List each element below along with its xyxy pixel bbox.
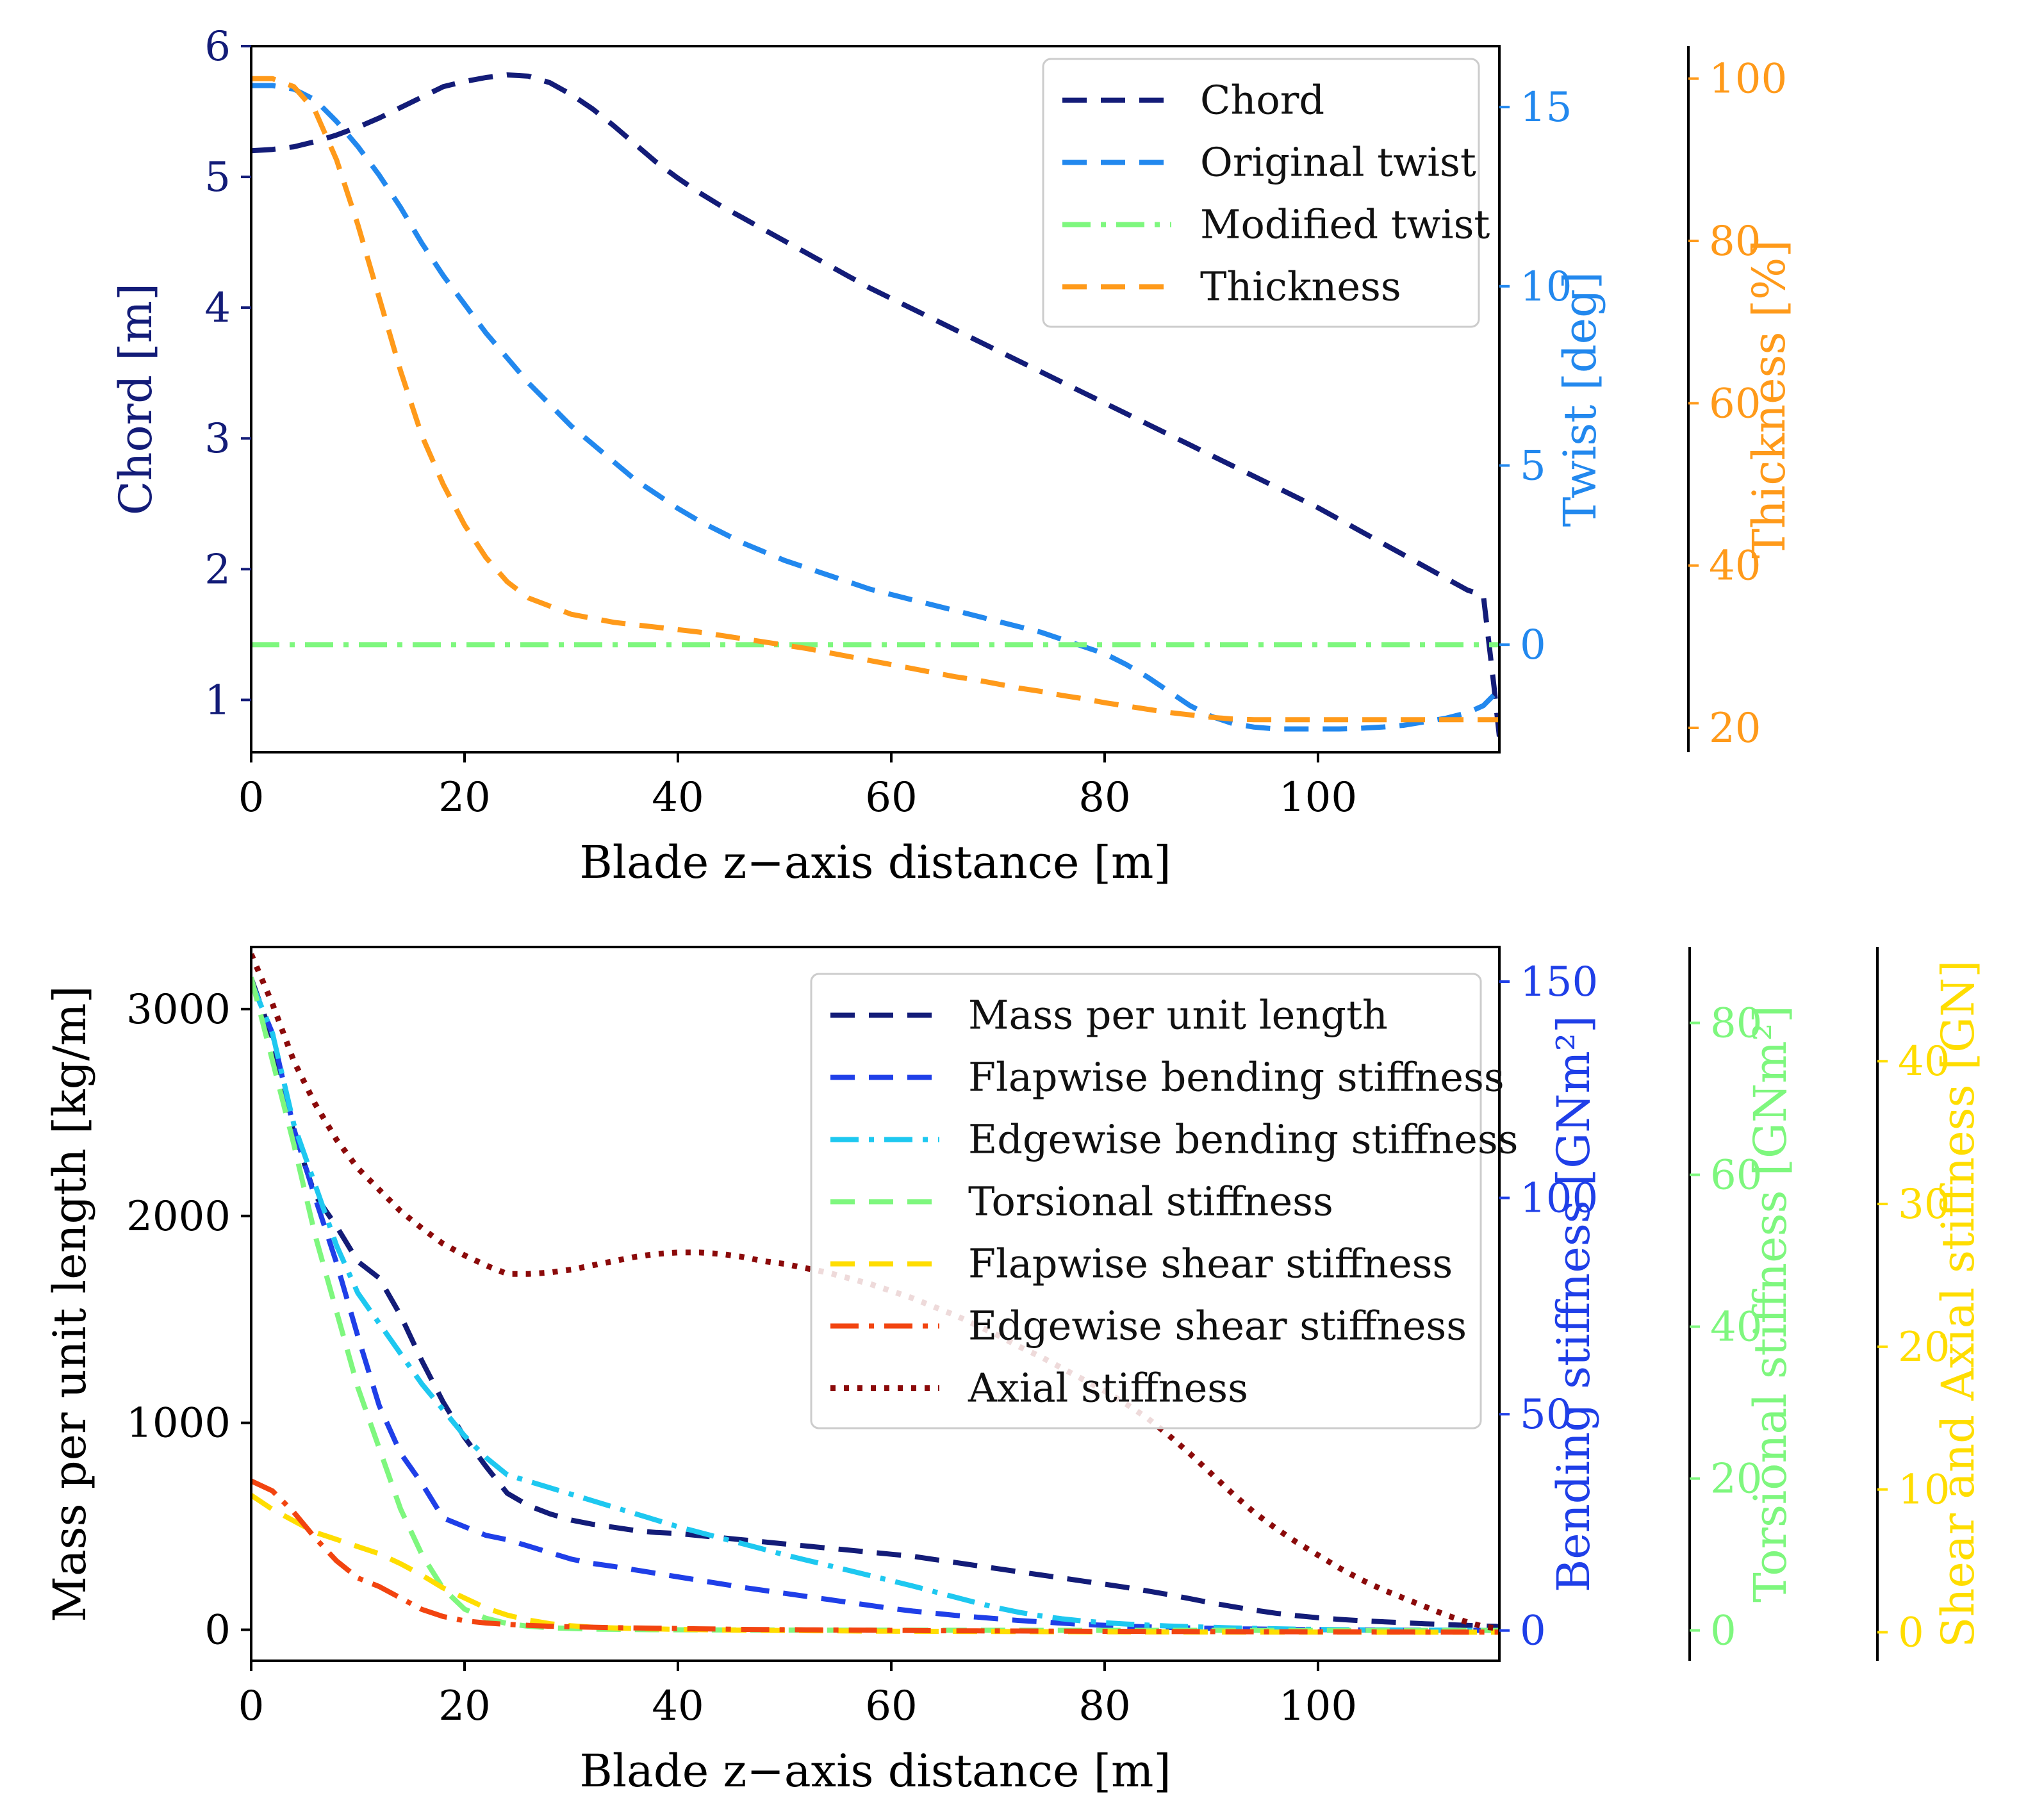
top-x-axis-label: Blade z−axis distance [m] bbox=[579, 836, 1171, 889]
bottom-legend-label-flapwise-shear-stiffness: Flapwise shear stiffness bbox=[968, 1240, 1453, 1287]
bottom-ytick-label-bend: 150 bbox=[1520, 959, 1598, 1006]
top-ytick-label-chord: 1 bbox=[204, 677, 231, 724]
bottom-ytick-label-tors: 40 bbox=[1710, 1304, 1762, 1351]
bottom-ytick-label-tors: 20 bbox=[1710, 1456, 1762, 1503]
bottom-legend-label-edgewise-bending-stiffness: Edgewise bending stiffness bbox=[968, 1116, 1518, 1163]
bottom-ytick-label-mass: 0 bbox=[204, 1607, 231, 1654]
bottom-series-flapwise-shear-stiffness bbox=[251, 1493, 1499, 1635]
bottom-ytick-label-bend: 50 bbox=[1520, 1391, 1572, 1438]
bottom-legend-label-torsional-stiffness: Torsional stiffness bbox=[968, 1178, 1333, 1225]
bottom-series-axial-stiffness bbox=[251, 953, 1499, 1633]
top-xtick-label: 80 bbox=[1078, 774, 1130, 821]
bottom-ytick-label-mass: 2000 bbox=[126, 1193, 231, 1240]
bottom-ytick-label-shear: 40 bbox=[1898, 1038, 1950, 1085]
top-xtick-label: 100 bbox=[1279, 774, 1357, 821]
top-ytick-label-thick: 40 bbox=[1709, 543, 1761, 590]
bottom-y-axis-label-tors: Torsional stiffness [GNm²] bbox=[1744, 1005, 1797, 1602]
top-plot-frame bbox=[250, 45, 1501, 754]
bottom-ytick-label-mass: 3000 bbox=[126, 986, 231, 1034]
bottom-legend-label-axial-stiffness: Axial stiffness bbox=[968, 1365, 1248, 1412]
bottom-xtick-label: 100 bbox=[1279, 1683, 1357, 1730]
bottom-xtick-label: 80 bbox=[1078, 1683, 1130, 1730]
top-ytick-label-twist: 0 bbox=[1520, 622, 1546, 669]
bottom-ytick-label-tors: 0 bbox=[1710, 1608, 1736, 1655]
bottom-ytick-label-bend: 100 bbox=[1520, 1175, 1598, 1223]
bottom-xtick-label: 60 bbox=[865, 1683, 917, 1730]
top-xtick-label: 20 bbox=[438, 774, 490, 821]
top-series-original-twist bbox=[251, 83, 1499, 732]
bottom-ytick-label-shear: 0 bbox=[1898, 1609, 1924, 1656]
bottom-y-axis-label-shear: Shear and Axial stiffness [GN] bbox=[1932, 960, 1984, 1647]
bottom-xtick-label: 20 bbox=[438, 1683, 490, 1730]
top-series-chord bbox=[251, 72, 1499, 737]
top-xtick-label: 60 bbox=[865, 774, 917, 821]
top-ytick-label-twist: 5 bbox=[1520, 442, 1546, 490]
bottom-ytick-label-tors: 80 bbox=[1710, 1000, 1762, 1048]
top-ytick-label-chord: 5 bbox=[204, 154, 231, 201]
bottom-ytick-label-shear: 10 bbox=[1898, 1467, 1950, 1514]
bottom-y-axis-label-bend: Bending stiffness [GNm²] bbox=[1547, 1016, 1600, 1592]
top-ytick-label-chord: 4 bbox=[204, 284, 231, 332]
bottom-series-edgewise-bending-stiffness bbox=[251, 980, 1499, 1633]
top-y-axis-label-thick: Thickness [%] bbox=[1743, 240, 1795, 559]
top-legend-label-chord: Chord bbox=[1200, 77, 1324, 124]
bottom-plot-frame bbox=[250, 946, 1501, 1662]
bottom-series-edgewise-shear-stiffness bbox=[251, 1478, 1499, 1635]
top-legend-label-original-twist: Original twist bbox=[1200, 139, 1476, 186]
bottom-ytick-label-shear: 30 bbox=[1898, 1181, 1950, 1228]
top-ytick-label-thick: 100 bbox=[1709, 56, 1787, 103]
top-y-axis-label-twist: Twist [deg] bbox=[1554, 272, 1606, 527]
top-xtick-label: 40 bbox=[652, 774, 704, 821]
top-ytick-label-thick: 20 bbox=[1709, 705, 1761, 752]
bottom-series-torsional-stiffness bbox=[251, 976, 1499, 1633]
top-legend-label-thickness: Thickness bbox=[1200, 263, 1401, 310]
top-series-group bbox=[251, 72, 1499, 737]
top-xtick-label: 0 bbox=[238, 774, 265, 821]
top-ytick-label-twist: 15 bbox=[1520, 84, 1572, 131]
top-legend-box bbox=[1042, 58, 1480, 328]
top-ytick-label-chord: 2 bbox=[204, 546, 231, 593]
bottom-y-axis-label-mass: Mass per unit length [kg/m] bbox=[44, 985, 96, 1622]
bottom-legend-label-flapwise-bending-stiffness: Flapwise bending stiffness bbox=[968, 1054, 1504, 1101]
bottom-xtick-label: 40 bbox=[652, 1683, 704, 1730]
bottom-series-group bbox=[251, 953, 1499, 1635]
bottom-series-flapwise-bending-stiffness bbox=[251, 980, 1499, 1633]
bottom-xtick-label: 0 bbox=[238, 1683, 265, 1730]
top-ytick-label-chord: 6 bbox=[204, 23, 231, 70]
top-ytick-label-twist: 10 bbox=[1520, 263, 1572, 311]
bottom-ytick-label-tors: 60 bbox=[1710, 1152, 1762, 1199]
bottom-legend-label-mass-per-unit-length: Mass per unit length bbox=[968, 992, 1388, 1039]
bottom-ytick-label-shear: 20 bbox=[1898, 1324, 1950, 1371]
top-y-axis-label-chord: Chord [m] bbox=[110, 283, 162, 515]
bottom-ytick-label-mass: 1000 bbox=[126, 1400, 231, 1447]
top-legend-label-modified-twist: Modified twist bbox=[1200, 201, 1490, 248]
top-ytick-label-thick: 80 bbox=[1709, 218, 1761, 265]
bottom-ytick-label-bend: 0 bbox=[1520, 1608, 1546, 1655]
top-series-thickness bbox=[251, 76, 1499, 723]
bottom-legend-box bbox=[810, 973, 1482, 1429]
top-ytick-label-chord: 3 bbox=[204, 415, 231, 463]
top-legend: Chord Original twist Modified twist Thickne… bbox=[1042, 58, 1490, 328]
bottom-legend-label-edgewise-shear-stiffness: Edgewise shear stiffness bbox=[968, 1303, 1467, 1349]
bottom-legend: Mass per unit length Flapwise bending sti… bbox=[810, 973, 1518, 1429]
bottom-x-axis-label: Blade z−axis distance [m] bbox=[579, 1745, 1171, 1797]
top-ytick-label-thick: 60 bbox=[1709, 380, 1761, 427]
